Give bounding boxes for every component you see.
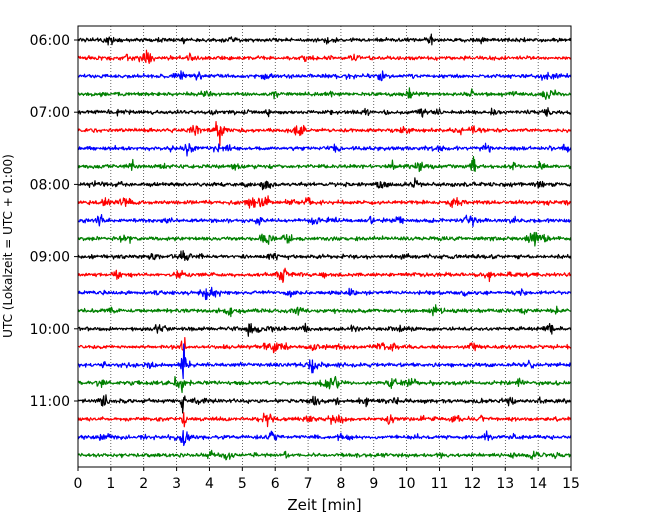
- seismogram-trace: [77, 286, 572, 301]
- seismogram-trace: [77, 231, 572, 247]
- seismogram-trace: [77, 430, 572, 447]
- seismogram-trace: [77, 394, 572, 414]
- x-tick-label: 7: [304, 476, 313, 492]
- y-tick-label: 09:00: [30, 250, 70, 266]
- seismogram-trace: [77, 267, 572, 284]
- seismogram-trace: [77, 70, 572, 82]
- seismogram-trace: [77, 177, 572, 191]
- x-tick-label: 8: [336, 476, 345, 492]
- x-tick-label: 14: [529, 476, 547, 492]
- x-tick-label: 12: [463, 476, 481, 492]
- y-tick-label: 11:00: [30, 394, 70, 410]
- x-tick-label: 3: [172, 476, 181, 492]
- seismogram-trace: [77, 336, 572, 354]
- seismogram-trace: [77, 304, 572, 318]
- seismogram-trace: [77, 107, 572, 118]
- y-tick-label: 08:00: [30, 177, 70, 193]
- seismogram-trace: [77, 195, 572, 209]
- seismogram-trace: [77, 213, 572, 228]
- seismogram-trace: [77, 375, 572, 394]
- seismogram-trace: [77, 87, 572, 100]
- y-tick-label: 10:00: [30, 322, 70, 338]
- seismogram-trace: [77, 120, 572, 147]
- seismogram-trace: [77, 343, 572, 380]
- y-tick-label: 06:00: [30, 33, 70, 49]
- x-tick-label: 10: [398, 476, 416, 492]
- x-tick-label: 13: [496, 476, 514, 492]
- x-tick-label: 11: [431, 476, 449, 492]
- seismogram-trace: [77, 250, 572, 262]
- x-tick-label: 2: [139, 476, 148, 492]
- x-tick-label: 1: [106, 476, 115, 492]
- seismogram-trace: [77, 412, 572, 428]
- seismogram-trace: [77, 142, 572, 157]
- x-tick-label: 6: [271, 476, 280, 492]
- seismogram-trace: [77, 322, 572, 337]
- y-tick-label: 07:00: [30, 105, 70, 121]
- x-tick-label: 4: [205, 476, 214, 492]
- x-tick-label: 0: [74, 476, 83, 492]
- x-tick-label: 5: [238, 476, 247, 492]
- seismogram-trace: [77, 155, 572, 173]
- plot-frame: [77, 25, 572, 468]
- seismogram-trace: [77, 49, 572, 64]
- x-tick-label: 15: [562, 476, 580, 492]
- x-axis-ticks: 0 1 2 3 4 5 6 7 8 9 10 11 12 13 14 15: [74, 467, 580, 492]
- y-axis-label: UTC (Lokalzeit = UTC + 01:00): [1, 154, 15, 338]
- seismogram-trace: [77, 449, 572, 461]
- seismogram-traces: [77, 33, 572, 461]
- y-axis-ticks: 06:00 07:00 08:00 09:00 10:00 11:00: [30, 33, 78, 410]
- x-axis-label: Zeit [min]: [287, 496, 361, 514]
- x-tick-label: 9: [369, 476, 378, 492]
- seismogram-trace: [77, 33, 572, 46]
